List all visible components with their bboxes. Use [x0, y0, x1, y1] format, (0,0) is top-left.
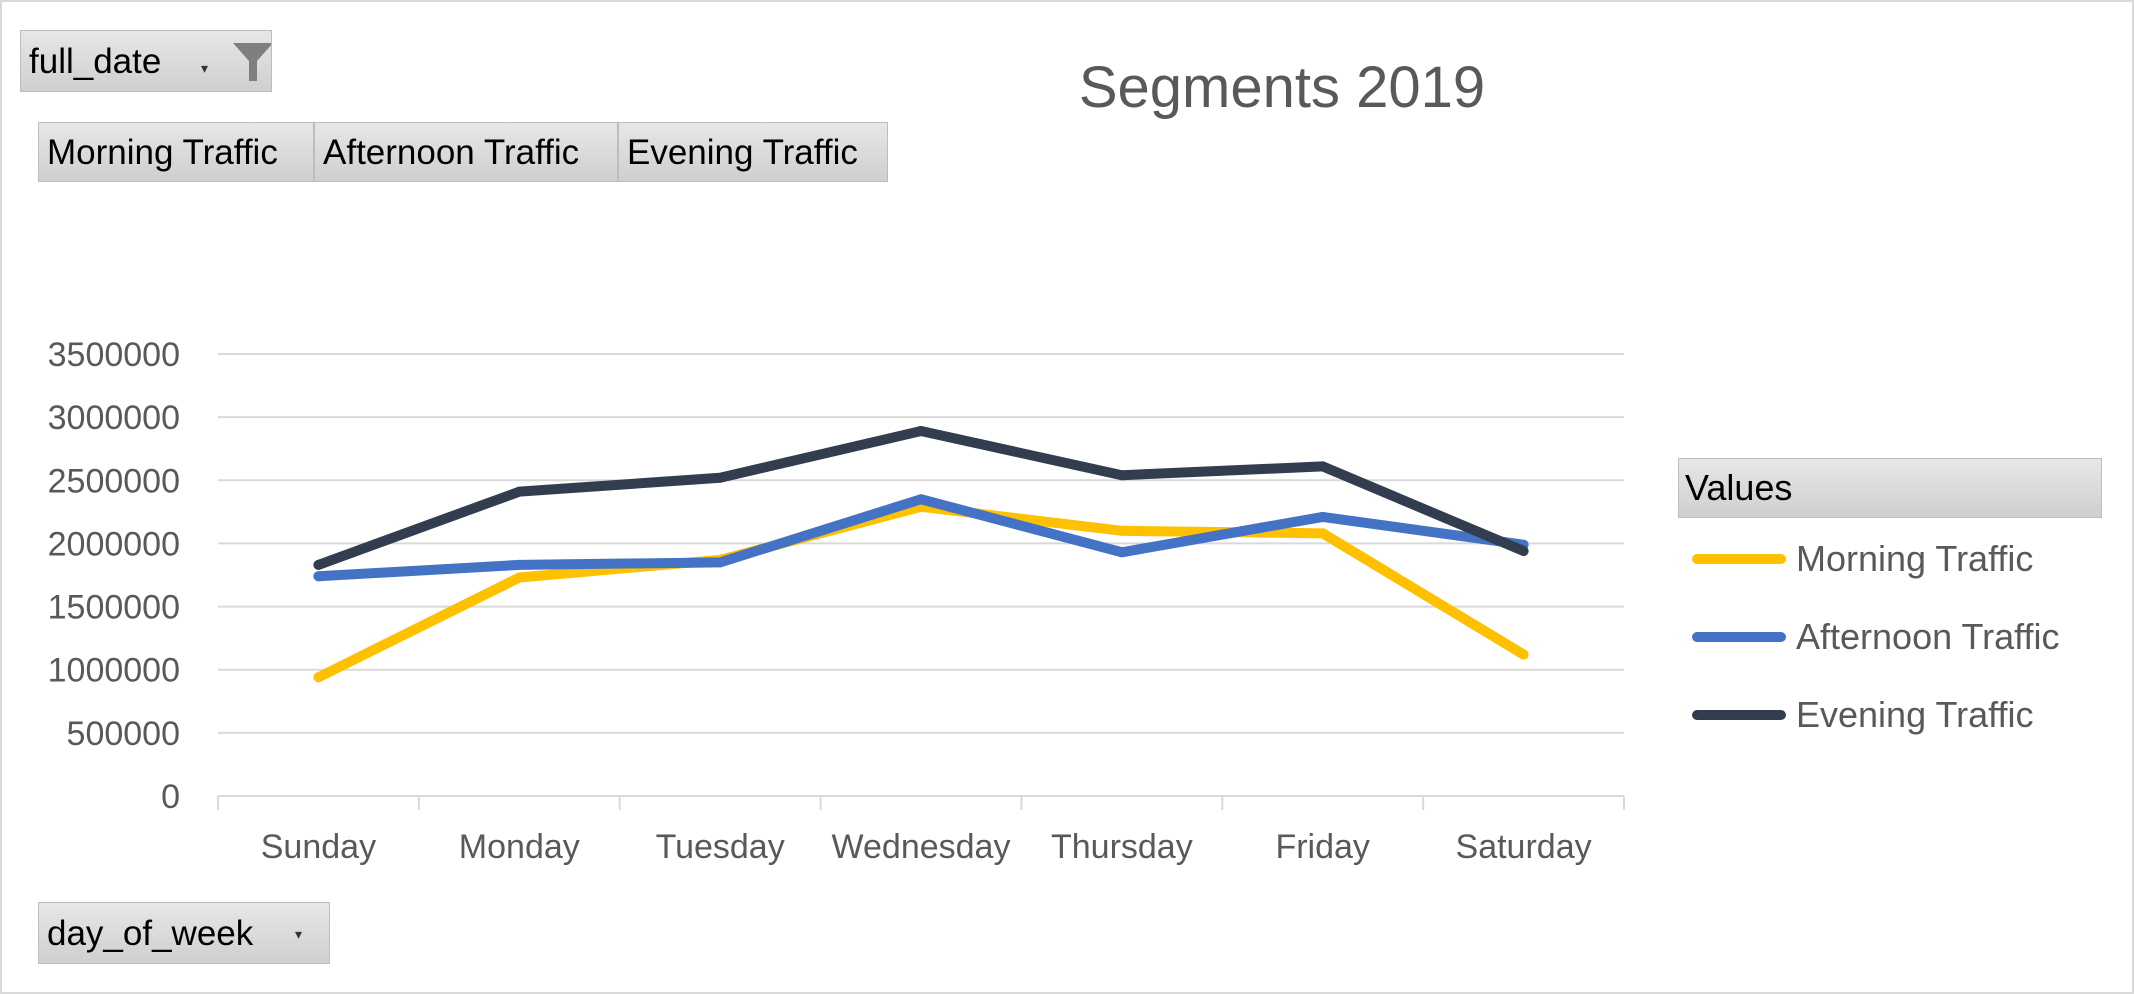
data-point-morning-traffic-sunday: [313, 672, 324, 683]
data-point-morning-traffic-monday: [514, 572, 525, 583]
series-line-morning-traffic: [313, 501, 1529, 683]
filter-funnel-icon: [233, 43, 271, 81]
legend-label-afternoon: Afternoon Traffic: [1796, 616, 2060, 657]
legend-swatch-evening: [1692, 710, 1786, 720]
legend-header: Values: [1678, 458, 2102, 518]
data-point-afternoon-traffic-sunday: [313, 571, 324, 582]
y-tick-label-4: 2000000: [48, 525, 180, 563]
legend-swatch-morning: [1692, 554, 1786, 564]
data-point-evening-traffic-thursday: [1116, 470, 1127, 481]
data-point-afternoon-traffic-wednesday: [916, 494, 926, 505]
data-point-evening-traffic-tuesday: [715, 472, 726, 483]
afternoon-traffic-field-label: Afternoon Traffic: [323, 133, 580, 172]
x-tick-label-tuesday: Tuesday: [656, 828, 785, 866]
x-tick-label-wednesday: Wednesday: [832, 828, 1011, 866]
legend-swatch-afternoon: [1692, 632, 1786, 642]
full-date-filter-button[interactable]: full_date ▾: [20, 30, 272, 92]
data-point-morning-traffic-saturday: [1518, 649, 1529, 660]
y-tick-label-5: 2500000: [48, 462, 180, 500]
data-point-evening-traffic-sunday: [313, 559, 324, 570]
data-point-afternoon-traffic-tuesday: [715, 557, 726, 568]
x-tick-label-monday: Monday: [459, 828, 580, 866]
morning-traffic-field-label: Morning Traffic: [47, 133, 278, 172]
data-point-evening-traffic-monday: [514, 486, 525, 497]
y-tick-label-0: 0: [161, 778, 180, 816]
chart-title: Segments 2019: [1078, 55, 1486, 120]
y-tick-label-6: 3000000: [48, 399, 180, 437]
x-tick-label-sunday: Sunday: [261, 828, 376, 866]
data-point-evening-traffic-saturday: [1518, 546, 1529, 557]
x-tick-label-thursday: Thursday: [1051, 828, 1193, 866]
data-point-afternoon-traffic-thursday: [1116, 547, 1127, 558]
day-of-week-axis-button[interactable]: day_of_week ▾: [38, 902, 330, 964]
y-tick-label-3: 1500000: [48, 589, 180, 627]
x-tick-label-friday: Friday: [1275, 828, 1369, 866]
day-of-week-axis-label: day_of_week: [47, 914, 254, 953]
data-point-evening-traffic-wednesday: [916, 426, 926, 437]
data-point-afternoon-traffic-monday: [514, 559, 525, 570]
legend-header-label: Values: [1685, 467, 1793, 508]
data-point-afternoon-traffic-friday: [1317, 511, 1328, 522]
y-tick-label-1: 500000: [67, 715, 180, 753]
morning-traffic-field-button[interactable]: Morning Traffic: [38, 122, 314, 182]
legend-label-morning: Morning Traffic: [1796, 538, 2034, 579]
y-tick-label-2: 1000000: [48, 652, 180, 690]
chevron-down-icon: ▾: [295, 926, 303, 942]
afternoon-traffic-field-button[interactable]: Afternoon Traffic: [314, 122, 618, 182]
data-point-morning-traffic-thursday: [1116, 525, 1127, 536]
full-date-filter-label: full_date: [29, 42, 162, 81]
line-chart: 0 500000 1000000 1500000 2000000 2500000 30000…: [48, 336, 1625, 866]
evening-traffic-field-button[interactable]: Evening Traffic: [618, 122, 888, 182]
data-point-evening-traffic-friday: [1317, 461, 1328, 472]
evening-traffic-field-label: Evening Traffic: [627, 133, 858, 172]
chevron-down-icon: ▾: [201, 60, 209, 76]
y-tick-label-7: 3500000: [48, 336, 180, 374]
legend-label-evening: Evening Traffic: [1796, 694, 2034, 735]
x-tick-label-saturday: Saturday: [1456, 828, 1592, 866]
data-point-morning-traffic-friday: [1317, 528, 1328, 539]
